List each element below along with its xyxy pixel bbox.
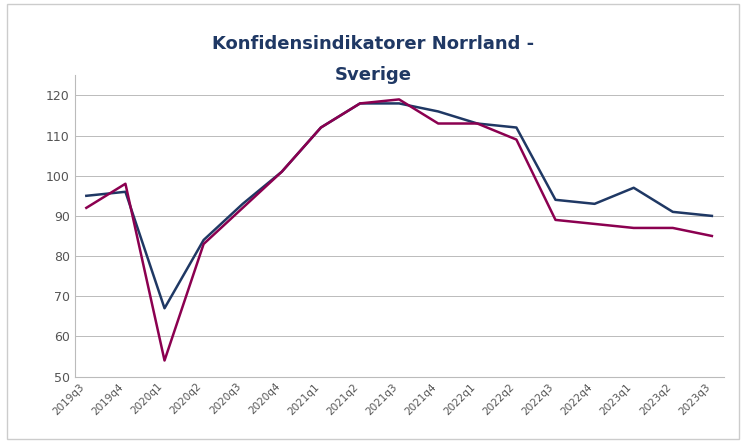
Sverige — [238, 205, 247, 210]
Text: Konfidensindikatorer Norrland -: Konfidensindikatorer Norrland - — [212, 35, 534, 53]
Norrland — [707, 213, 716, 218]
Sverige — [551, 217, 560, 222]
Sverige — [707, 233, 716, 239]
Sverige — [590, 221, 599, 226]
Norrland — [590, 201, 599, 206]
Norrland — [160, 306, 169, 311]
Sverige — [668, 225, 677, 231]
Sverige — [160, 358, 169, 363]
Norrland — [356, 101, 365, 106]
Norrland — [668, 209, 677, 214]
Norrland — [316, 125, 325, 130]
Sverige — [199, 241, 208, 247]
Norrland — [121, 189, 130, 194]
Norrland — [199, 237, 208, 243]
Sverige — [512, 137, 521, 142]
Norrland — [278, 169, 286, 175]
Text: Sverige: Sverige — [334, 66, 412, 84]
Sverige — [395, 97, 404, 102]
Line: Sverige: Sverige — [87, 99, 712, 361]
Sverige — [473, 121, 482, 126]
Sverige — [121, 181, 130, 187]
Sverige — [629, 225, 638, 231]
Sverige — [316, 125, 325, 130]
Norrland — [551, 197, 560, 202]
Sverige — [82, 205, 91, 210]
Norrland — [395, 101, 404, 106]
Norrland — [238, 201, 247, 206]
Norrland — [433, 109, 442, 114]
Norrland — [473, 121, 482, 126]
Sverige — [433, 121, 442, 126]
Sverige — [356, 101, 365, 106]
Norrland — [629, 185, 638, 190]
Norrland — [82, 193, 91, 198]
Sverige — [278, 169, 286, 175]
Line: Norrland: Norrland — [87, 103, 712, 308]
Norrland — [512, 125, 521, 130]
